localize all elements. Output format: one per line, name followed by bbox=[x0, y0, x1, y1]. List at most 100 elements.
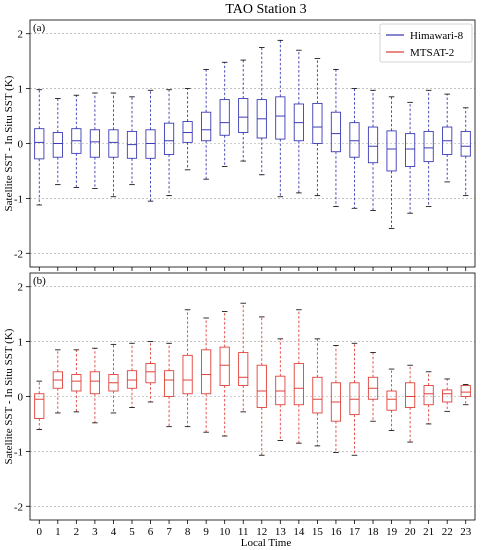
y-tick-label: 0 bbox=[18, 392, 24, 404]
box-iqr bbox=[442, 389, 453, 403]
box-10 bbox=[219, 311, 230, 437]
box-18 bbox=[367, 89, 379, 211]
box-iqr bbox=[71, 374, 82, 392]
box-iqr bbox=[238, 352, 249, 386]
box-0 bbox=[34, 380, 45, 430]
legend-entry: MTSAT-2 bbox=[410, 47, 454, 59]
box-iqr bbox=[275, 375, 286, 406]
box-iqr bbox=[386, 130, 397, 172]
box-14 bbox=[293, 309, 304, 444]
box-11 bbox=[238, 59, 249, 162]
box-17 bbox=[349, 342, 360, 456]
box-23 bbox=[460, 107, 471, 197]
box-2 bbox=[71, 94, 82, 188]
x-tick-label: 14 bbox=[293, 526, 305, 538]
box-22 bbox=[442, 93, 453, 183]
panel-label: (b) bbox=[33, 275, 46, 287]
box-iqr bbox=[52, 132, 63, 158]
box-iqr bbox=[275, 96, 286, 140]
box-iqr bbox=[108, 129, 119, 158]
box-iqr bbox=[126, 370, 138, 389]
y-tick-label: 0 bbox=[18, 139, 24, 151]
chart-title: TAO Station 3 bbox=[225, 2, 306, 17]
box-13 bbox=[275, 39, 286, 198]
panel-a: -2 -1 0 1 2 (a) Satellite SST - In Situ SST (K… bbox=[3, 19, 476, 271]
x-tick-label: 0 bbox=[37, 526, 43, 538]
x-tick-label: 2 bbox=[74, 526, 80, 538]
box-10 bbox=[219, 61, 230, 167]
legend: Himawari-8 MTSAT-2 bbox=[379, 23, 473, 63]
box-iqr bbox=[201, 111, 212, 142]
box-iqr bbox=[312, 376, 323, 414]
x-tick-label: 11 bbox=[238, 526, 249, 538]
x-tick-label: 12 bbox=[256, 526, 267, 538]
box-1 bbox=[52, 98, 63, 186]
box-iqr bbox=[349, 122, 360, 158]
box-20 bbox=[405, 101, 416, 214]
box-iqr bbox=[256, 364, 267, 408]
box-iqr bbox=[423, 385, 434, 406]
x-tick-label: 8 bbox=[185, 526, 191, 538]
box-17 bbox=[349, 88, 360, 209]
x-tick-label: 1 bbox=[55, 526, 61, 538]
box-7 bbox=[163, 89, 175, 197]
y-tick-label: -1 bbox=[14, 446, 23, 458]
box-11 bbox=[238, 302, 249, 413]
x-tick-label: 4 bbox=[111, 526, 117, 538]
x-tick-label: 16 bbox=[330, 526, 342, 538]
x-tick-label: 5 bbox=[129, 526, 135, 538]
box-21 bbox=[423, 89, 434, 208]
y-tick-label: 2 bbox=[18, 29, 24, 41]
box-8 bbox=[182, 88, 193, 171]
x-tick-label: 13 bbox=[275, 526, 287, 538]
box-21 bbox=[423, 371, 434, 425]
box-iqr bbox=[145, 129, 156, 159]
box-16 bbox=[330, 345, 342, 453]
box-iqr bbox=[423, 130, 434, 163]
box-iqr bbox=[312, 102, 323, 144]
x-tick-label: 9 bbox=[203, 526, 209, 538]
box-iqr bbox=[34, 393, 45, 419]
x-tick-label: 23 bbox=[460, 526, 472, 538]
box-3 bbox=[89, 347, 100, 424]
box-iqr bbox=[238, 98, 249, 133]
box-iqr bbox=[163, 370, 175, 397]
box-iqr bbox=[460, 385, 471, 397]
box-9 bbox=[201, 317, 212, 433]
panel-label: (a) bbox=[33, 22, 46, 34]
box-15 bbox=[312, 338, 323, 447]
x-axis-label: Local Time bbox=[241, 537, 292, 549]
y-tick-label: 1 bbox=[18, 337, 24, 349]
box-iqr bbox=[460, 130, 471, 157]
box-iqr bbox=[163, 122, 175, 155]
box-iqr bbox=[182, 354, 193, 395]
box-iqr bbox=[89, 371, 100, 395]
x-tick-label: 19 bbox=[386, 526, 398, 538]
box-13 bbox=[275, 338, 286, 441]
box-iqr bbox=[201, 349, 212, 395]
x-tick-label: 21 bbox=[423, 526, 434, 538]
x-tick-label: 3 bbox=[92, 526, 98, 538]
box-12 bbox=[256, 47, 267, 176]
box-iqr bbox=[293, 363, 304, 406]
x-tick-label: 15 bbox=[312, 526, 324, 538]
box-iqr bbox=[386, 390, 397, 411]
box-iqr bbox=[219, 99, 230, 136]
y-tick-label: 1 bbox=[18, 84, 24, 96]
box-20 bbox=[405, 364, 416, 443]
box-14 bbox=[293, 49, 304, 194]
box-16 bbox=[330, 69, 342, 208]
box-iqr bbox=[405, 382, 416, 408]
box-0 bbox=[34, 89, 45, 206]
box-18 bbox=[367, 352, 379, 422]
box-7 bbox=[163, 342, 175, 428]
box-8 bbox=[182, 309, 193, 428]
box-4 bbox=[108, 92, 119, 198]
box-iqr bbox=[349, 382, 360, 416]
x-tick-label: 10 bbox=[219, 526, 231, 538]
x-tick-label: 20 bbox=[405, 526, 417, 538]
x-tick-label: 7 bbox=[166, 526, 172, 538]
box-23 bbox=[460, 384, 471, 406]
y-tick-label: -2 bbox=[14, 501, 23, 513]
y-tick-label: -1 bbox=[14, 193, 23, 205]
